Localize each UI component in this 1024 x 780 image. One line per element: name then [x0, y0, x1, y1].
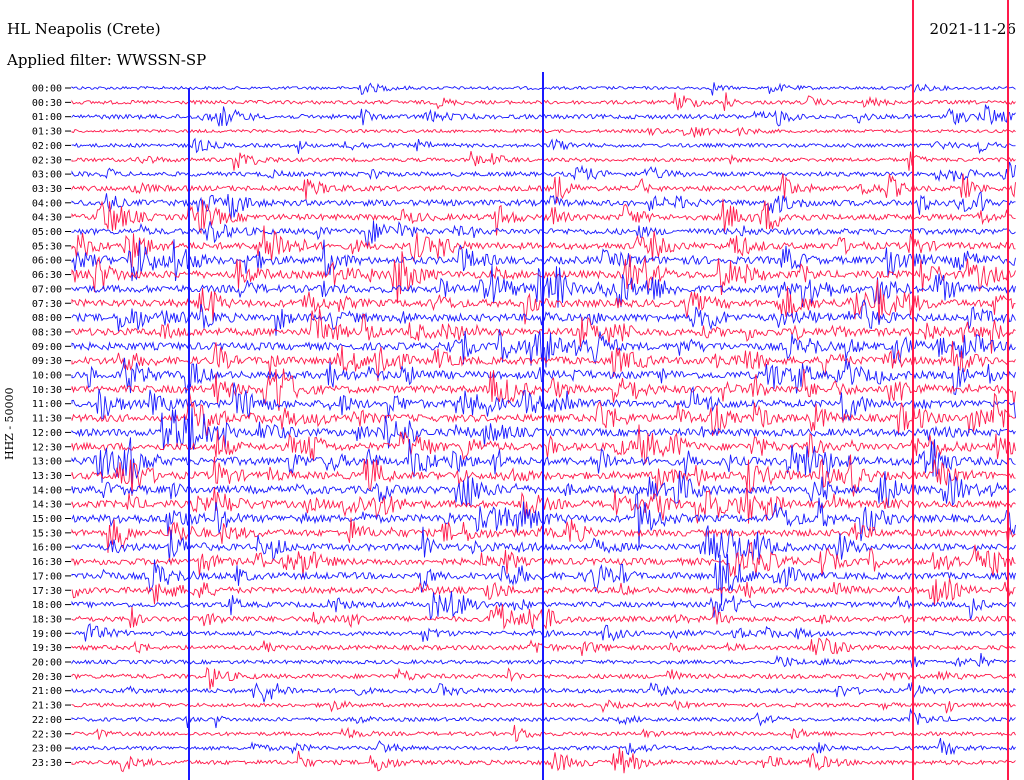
row-tick-label: 09:00 [32, 342, 62, 353]
row-tick-label: 03:00 [32, 170, 62, 181]
station-title: HL Neapolis (Crete) [7, 20, 161, 38]
row-tick-label: 03:30 [32, 184, 62, 195]
row-tick-label: 11:00 [32, 399, 62, 410]
date-label: 2021-11-26 [929, 20, 1016, 38]
row-tick-label: 21:00 [32, 686, 62, 697]
row-tick-label: 02:00 [32, 141, 62, 152]
row-tick-label: 15:30 [32, 528, 62, 539]
row-tick-label: 05:30 [32, 241, 62, 252]
row-tick-label: 08:00 [32, 313, 62, 324]
row-tick-label: 23:30 [32, 758, 62, 769]
row-tick-label: 07:00 [32, 284, 62, 295]
row-tick-label: 06:30 [32, 270, 62, 281]
row-tick-label: 05:00 [32, 227, 62, 238]
filter-label: Applied filter: WWSSN-SP [7, 51, 207, 69]
row-tick-label: 08:30 [32, 327, 62, 338]
row-tick-label: 13:30 [32, 471, 62, 482]
row-tick-label: 18:00 [32, 600, 62, 611]
row-tick-label: 22:30 [32, 729, 62, 740]
row-tick-label: 07:30 [32, 299, 62, 310]
row-tick-label: 01:30 [32, 127, 62, 138]
row-tick-label: 21:30 [32, 701, 62, 712]
row-tick-label: 20:30 [32, 672, 62, 683]
row-tick-label: 18:30 [32, 614, 62, 625]
row-tick-label: 09:30 [32, 356, 62, 367]
row-tick-label: 12:30 [32, 442, 62, 453]
row-tick-label: 11:30 [32, 414, 62, 425]
row-tick-label: 14:30 [32, 500, 62, 511]
row-tick-label: 17:30 [32, 586, 62, 597]
row-tick-label: 16:00 [32, 543, 62, 554]
row-tick-label: 19:30 [32, 643, 62, 654]
row-tick-label: 16:30 [32, 557, 62, 568]
row-tick-label: 04:00 [32, 198, 62, 209]
row-tick-label: 22:00 [32, 715, 62, 726]
row-tick-label: 14:00 [32, 485, 62, 496]
row-tick-label: 10:30 [32, 385, 62, 396]
row-tick-label: 04:30 [32, 213, 62, 224]
row-tick-label: 10:00 [32, 371, 62, 382]
row-tick-label: 12:00 [32, 428, 62, 439]
row-tick-label: 06:00 [32, 256, 62, 267]
row-tick-label: 00:00 [32, 84, 62, 95]
row-tick-label: 17:00 [32, 571, 62, 582]
row-tick-label: 20:00 [32, 658, 62, 669]
row-tick-label: 13:00 [32, 457, 62, 468]
row-tick-label: 19:00 [32, 629, 62, 640]
row-tick-label: 01:00 [32, 112, 62, 123]
row-tick-label: 02:30 [32, 155, 62, 166]
row-tick-label: 00:30 [32, 98, 62, 109]
row-tick-label: 23:00 [32, 744, 62, 755]
row-tick-label: 15:00 [32, 514, 62, 525]
